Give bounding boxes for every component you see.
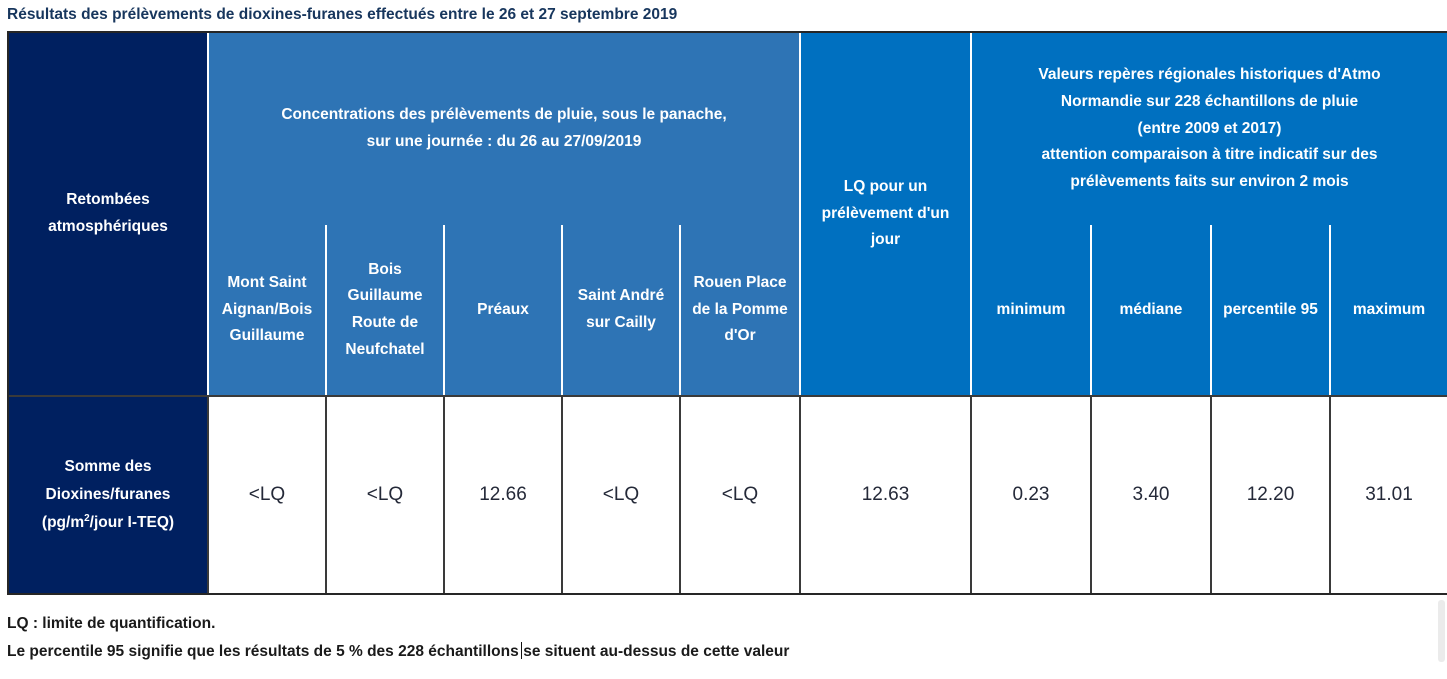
column-header-maximum: maximum	[1329, 225, 1447, 395]
column-header-percentile-95: percentile 95	[1210, 225, 1329, 395]
value-cell-mont-saint-aignan: <LQ	[207, 395, 325, 593]
column-header-saint-andre: Saint André sur Cailly	[561, 225, 679, 395]
column-header-bois-guillaume: Bois Guillaume Route de Neufchatel	[325, 225, 443, 395]
value-cell-bois-guillaume: <LQ	[325, 395, 443, 593]
value-cell-maximum: 31.01	[1329, 395, 1447, 593]
value-cell-preaux: 12.66	[443, 395, 561, 593]
column-header-mont-saint-aignan: Mont Saint Aignan/Bois Guillaume	[207, 225, 325, 395]
column-header-mediane: médiane	[1090, 225, 1210, 395]
column-header-rouen-pomme-dor: Rouen Place de la Pomme d'Or	[679, 225, 799, 395]
value-cell-percentile-95: 12.20	[1210, 395, 1329, 593]
results-table: Retombées atmosphériques Concentrations …	[7, 31, 1447, 595]
footnote-percentile-definition: Le percentile 95 signifie que les résult…	[7, 642, 790, 660]
footnote-lq-definition: LQ : limite de quantification.	[7, 615, 216, 632]
value-cell-mediane: 3.40	[1090, 395, 1210, 593]
lq-column-header: LQ pour un prélèvement d'un jour	[799, 33, 970, 395]
column-header-minimum: minimum	[970, 225, 1090, 395]
footnotes: LQ : limite de quantification. Le percen…	[7, 610, 1447, 666]
unit-superscript: 2	[84, 512, 90, 524]
concentrations-group-header: Concentrations des prélèvements de pluie…	[207, 33, 799, 225]
column-header-preaux: Préaux	[443, 225, 561, 395]
row-label-somme-dioxines-furanes: Somme des Dioxines/furanes (pg/m2/jour I-T…	[9, 395, 207, 593]
value-cell-lq-jour: 12.63	[799, 395, 970, 593]
row-header-retombees-atmospheriques: Retombées atmosphériques	[9, 33, 207, 395]
row-label-text: Somme des Dioxines/furanes (pg/m2/jour I-T…	[41, 458, 175, 531]
reference-group-header: Valeurs repères régionales historiques d…	[970, 33, 1447, 225]
value-cell-rouen-pomme-dor: <LQ	[679, 395, 799, 593]
text-cursor	[520, 642, 523, 659]
value-cell-minimum: 0.23	[970, 395, 1090, 593]
scrollbar-thumb[interactable]	[1438, 600, 1445, 662]
page-title: Résultats des prélèvements de dioxines-f…	[7, 6, 678, 23]
value-cell-saint-andre: <LQ	[561, 395, 679, 593]
